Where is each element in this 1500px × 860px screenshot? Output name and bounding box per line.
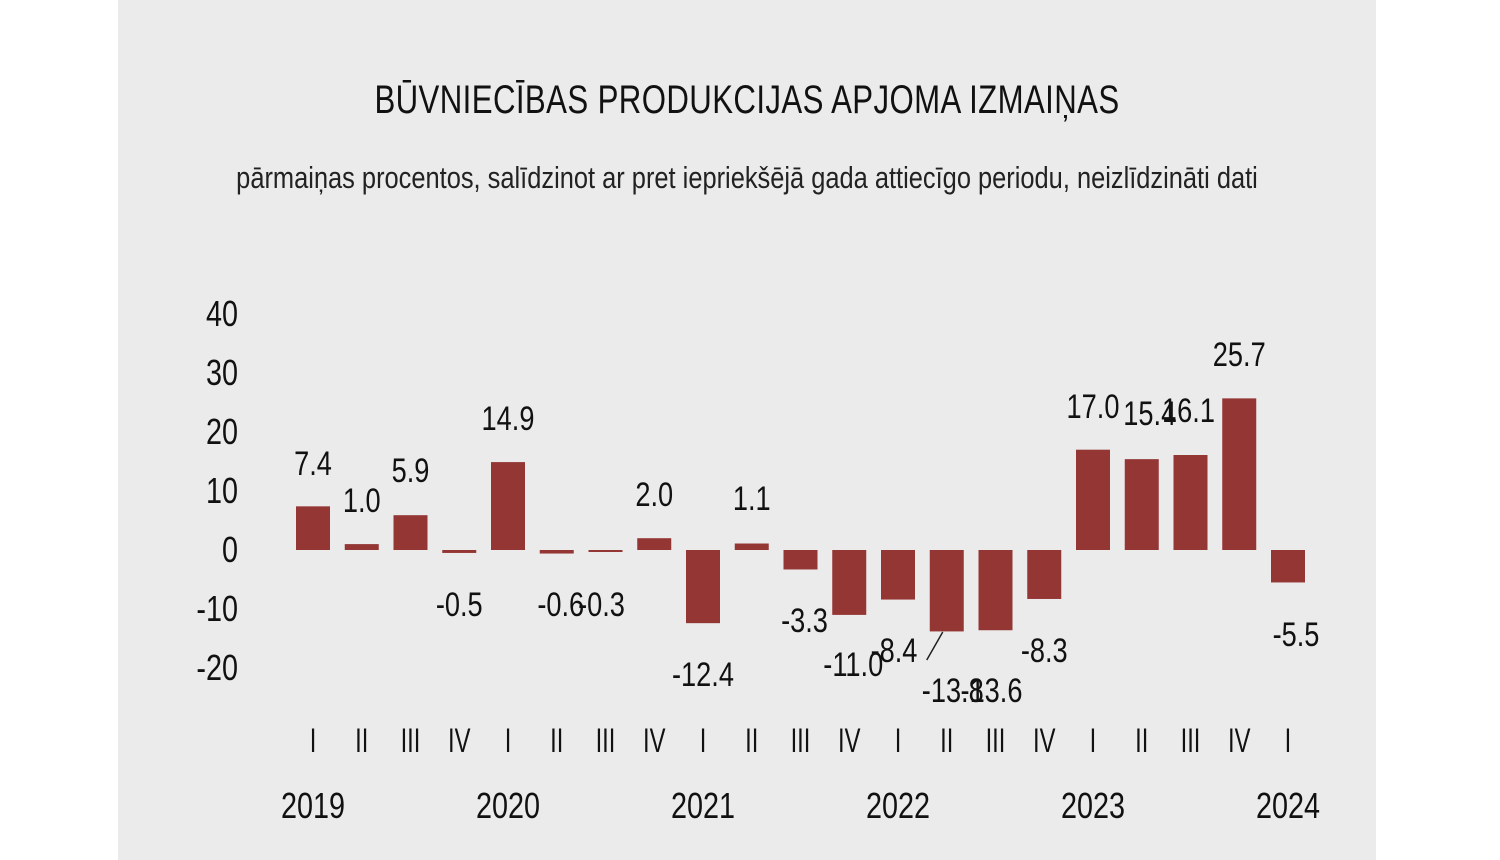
quarter-label: IV	[448, 722, 471, 760]
bar	[1027, 550, 1062, 599]
bar	[1271, 550, 1305, 583]
value-label: -3.3	[781, 601, 828, 640]
value-label: 16.1	[1162, 391, 1215, 430]
year-label: 2019	[281, 785, 345, 826]
y-tick-label: 40	[206, 293, 238, 334]
bar	[1173, 455, 1208, 550]
bar	[637, 538, 672, 550]
value-label: -8.4	[871, 631, 918, 670]
bar	[1222, 398, 1257, 550]
value-label: -8.3	[1021, 631, 1068, 670]
chart-panel	[118, 0, 1376, 860]
bar	[344, 544, 379, 550]
quarter-label: I	[1090, 722, 1097, 760]
bar	[1076, 449, 1110, 550]
quarter-label: II	[940, 722, 953, 760]
year-label: 2022	[866, 785, 930, 826]
value-label: 25.7	[1213, 335, 1266, 374]
value-label: 2.0	[635, 475, 673, 514]
y-axis: 40 30 20 10 0 -10 -20	[196, 293, 238, 688]
bar	[491, 462, 525, 550]
value-label: 1.1	[733, 479, 771, 518]
year-label: 2024	[1256, 785, 1320, 826]
value-label: -0.6	[537, 585, 584, 624]
bar	[978, 550, 1013, 631]
quarter-label: III	[596, 722, 616, 760]
leader-line	[926, 631, 944, 661]
year-label: 2021	[671, 785, 735, 826]
value-label: 14.9	[482, 399, 535, 438]
quarter-label: I	[1285, 722, 1292, 760]
bars-group	[296, 398, 1305, 632]
quarter-labels-group: I II III IV I II III IV I II III IV I II III IV I II III IV…	[310, 722, 1292, 760]
bar	[442, 550, 477, 553]
quarter-label: III	[791, 722, 811, 760]
quarter-label: II	[355, 722, 368, 760]
y-tick-label: -20	[196, 647, 238, 688]
value-label: 17.0	[1067, 387, 1120, 426]
value-label: -12.4	[672, 655, 734, 694]
value-labels-group: 7.4 1.0 5.9 -0.5 14.9 -0.6-0.3 2.0 -12.4 1.1 -3.3…	[294, 335, 1319, 710]
bar	[1124, 459, 1159, 550]
quarter-label: I	[895, 722, 902, 760]
y-tick-label: 30	[206, 352, 238, 393]
bar	[734, 543, 769, 550]
y-tick-label: 0	[222, 529, 238, 570]
value-label: -0.5	[436, 585, 483, 624]
bar	[783, 550, 818, 570]
value-label: 15.4	[1123, 394, 1176, 433]
y-tick-label: 20	[206, 411, 238, 452]
chart-title: BŪVNIECĪBAS PRODUKCIJAS APJOMA IZMAIŅAS	[374, 78, 1120, 122]
bar	[588, 550, 623, 552]
quarter-label: II	[745, 722, 758, 760]
year-labels-group: 2019 2020 2021 2022 2023 2024	[281, 785, 1320, 826]
bar	[832, 550, 867, 615]
y-tick-label: -10	[196, 588, 238, 629]
bar	[296, 506, 330, 550]
quarter-label: IV	[1033, 722, 1056, 760]
quarter-label: III	[401, 722, 421, 760]
value-label: -5.5	[1273, 615, 1320, 654]
quarter-label: I	[700, 722, 707, 760]
quarter-label: IV	[838, 722, 861, 760]
value-label: 1.0	[343, 481, 381, 520]
bar	[393, 515, 428, 550]
bar	[881, 550, 915, 600]
bar	[539, 550, 574, 554]
quarter-label: III	[1181, 722, 1201, 760]
quarter-label: IV	[643, 722, 666, 760]
chart-subtitle: pārmaiņas procentos, salīdzinot ar pret …	[236, 160, 1258, 195]
quarter-label: II	[1135, 722, 1148, 760]
bar	[686, 550, 720, 624]
quarter-label: III	[986, 722, 1006, 760]
value-label: -13.8	[922, 671, 984, 710]
year-label: 2023	[1061, 785, 1125, 826]
quarter-label: I	[505, 722, 512, 760]
value-label: -13.6	[961, 671, 1023, 710]
value-label: -0.3	[578, 585, 625, 624]
year-label: 2020	[476, 785, 540, 826]
value-label: 5.9	[392, 451, 430, 490]
quarter-label: IV	[1228, 722, 1251, 760]
y-tick-label: 10	[206, 470, 238, 511]
quarter-label: II	[550, 722, 563, 760]
value-label: -11.0	[823, 645, 883, 684]
bar	[929, 550, 964, 632]
value-label: 7.4	[294, 444, 332, 483]
quarter-label: I	[310, 722, 317, 760]
